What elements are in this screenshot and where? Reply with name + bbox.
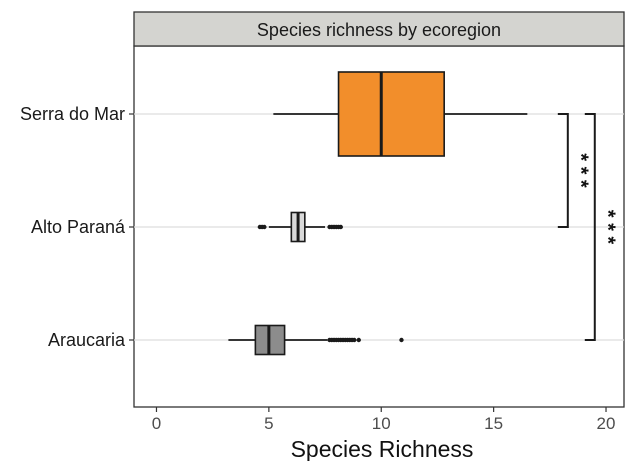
chart-marks: Serra do Mar Alto Paraná Araucaria 0 5 10 15 20…: [20, 71, 624, 433]
x-tick-label: 15: [484, 414, 503, 433]
outlier-point: [338, 224, 343, 230]
strip-header: [133, 11, 625, 47]
x-axis-title: Species Richness: [291, 436, 474, 461]
significance-label: * * *: [596, 210, 618, 245]
significance-label: * * *: [570, 153, 592, 188]
significance-bracket: [557, 113, 569, 228]
x-tick-label: 5: [264, 414, 273, 433]
outlier-point: [356, 337, 361, 343]
x-tick-label: 20: [597, 414, 616, 433]
x-tick-label: 10: [372, 414, 391, 433]
y-tick-label: Serra do Mar: [20, 104, 125, 124]
outlier-point: [352, 337, 357, 343]
outlier-point: [262, 224, 267, 230]
x-tick-label: 0: [152, 414, 161, 433]
y-tick-label: Alto Paraná: [31, 217, 126, 237]
outlier-point: [399, 337, 404, 343]
significance-bracket: [584, 113, 596, 341]
y-tick-label: Araucaria: [48, 330, 126, 350]
chart-title: Species richness by ecoregion: [257, 20, 501, 40]
box: [337, 71, 445, 157]
